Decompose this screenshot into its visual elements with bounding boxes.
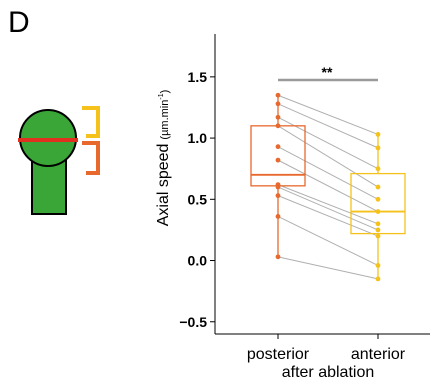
y-ticks: −0.5 0.0 0.5 1.0 1.5	[179, 69, 215, 330]
pair-line	[277, 195, 379, 237]
data-point	[275, 157, 281, 163]
pair-line	[277, 103, 379, 149]
data-point	[375, 221, 381, 227]
data-point	[375, 233, 381, 239]
data-point	[275, 123, 281, 129]
pair-line	[277, 159, 379, 212]
data-point	[275, 92, 281, 98]
y-axis-label: Axial speed(µm.min-1)	[155, 90, 172, 227]
pair-line	[277, 125, 379, 188]
paired-lines	[277, 94, 379, 280]
pair-line	[277, 186, 379, 231]
box-rect	[350, 172, 406, 235]
data-points	[275, 92, 381, 282]
data-point	[375, 263, 381, 268]
data-point	[375, 196, 381, 202]
data-point	[375, 166, 381, 172]
pair-line	[277, 116, 379, 170]
data-point	[375, 209, 381, 214]
x-ticks: posterior anterior	[247, 334, 406, 363]
data-point	[275, 193, 281, 199]
anterior-bracket	[82, 106, 100, 138]
panel-label: D	[8, 6, 30, 39]
y-tick-label: 0.5	[188, 191, 208, 207]
pair-line	[277, 146, 379, 200]
significance-label: **	[322, 64, 333, 80]
data-point	[375, 276, 381, 282]
boxplots	[250, 95, 406, 279]
data-point	[375, 132, 381, 137]
pair-line	[277, 184, 379, 225]
y-tick-label: −0.5	[179, 314, 207, 330]
data-point	[275, 254, 281, 260]
posterior-bracket	[82, 141, 100, 175]
box-rect	[250, 125, 306, 187]
pair-line	[277, 256, 379, 280]
x-axis-label: after ablation	[282, 364, 375, 381]
schematic-stem	[31, 159, 67, 215]
x-tick-label: anterior	[351, 346, 406, 363]
data-point	[275, 114, 281, 120]
pair-line	[277, 215, 379, 266]
pair-line	[277, 94, 379, 135]
data-point	[375, 184, 381, 190]
data-point	[375, 145, 381, 151]
x-tick-label: posterior	[247, 346, 310, 363]
data-point	[275, 214, 281, 219]
cell-ablation-schematic-icon	[18, 106, 100, 215]
data-point	[375, 227, 381, 233]
data-point	[275, 184, 281, 190]
y-tick-label: 1.0	[188, 130, 208, 146]
y-tick-label: 0.0	[188, 253, 208, 269]
y-tick-label: 1.5	[188, 69, 208, 85]
data-point	[275, 144, 281, 150]
data-point	[275, 101, 281, 107]
